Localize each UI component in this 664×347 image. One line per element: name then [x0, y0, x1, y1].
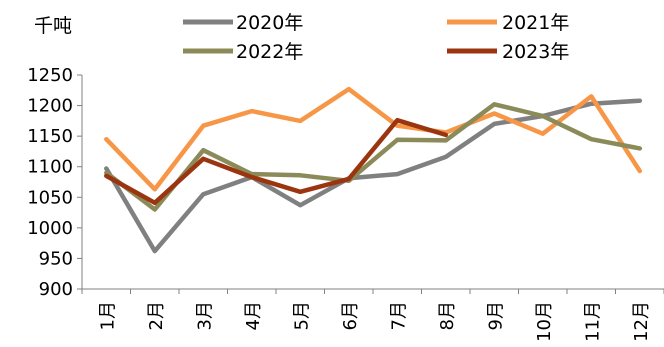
series-2020年 [104, 98, 643, 254]
legend: 2020年 2021年 2022年 2023年 [183, 12, 569, 63]
x-tick-label: 3月 [194, 301, 215, 330]
series-2023年 [104, 117, 449, 206]
series-2022年 [104, 102, 643, 212]
x-tick-label: 9月 [485, 301, 506, 330]
series-line [104, 86, 643, 192]
y-tick-label: 1000 [27, 218, 73, 239]
series-line [104, 102, 643, 212]
x-tick-label: 11月 [582, 301, 603, 342]
x-tick-label: 6月 [340, 301, 361, 330]
y-tick-label: 950 [39, 248, 73, 269]
x-tick-label: 1月 [97, 301, 118, 330]
legend-label-2022: 2022年 [236, 41, 303, 63]
y-tick-label: 1150 [27, 126, 73, 147]
y-tick-label: 1100 [27, 157, 73, 178]
x-tick-label: 4月 [243, 301, 264, 330]
y-unit-label: 千吨 [34, 15, 72, 37]
series-layer [104, 86, 643, 254]
x-tick-label: 7月 [388, 301, 409, 330]
y-tick-label: 900 [39, 279, 73, 300]
x-tick-label: 12月 [631, 301, 652, 342]
legend-item-2022: 2022年 [183, 41, 303, 63]
y-tick-label: 1250 [27, 65, 73, 86]
y-tick-label: 1050 [27, 187, 73, 208]
legend-item-2020: 2020年 [183, 12, 303, 34]
legend-label-2023: 2023年 [502, 41, 569, 63]
x-tick-label: 5月 [291, 301, 312, 330]
x-tick-label: 10月 [534, 301, 555, 342]
legend-item-2023: 2023年 [447, 41, 569, 63]
legend-item-2021: 2021年 [447, 12, 569, 34]
legend-label-2020: 2020年 [236, 12, 303, 34]
series-line [104, 98, 643, 254]
x-tick-label: 2月 [146, 301, 167, 330]
axes: 1250 1200 1150 1100 1050 1000 950 900 1月 2月 3月 4月 5月… [27, 65, 664, 342]
x-tick-label: 8月 [437, 301, 458, 330]
series-2021年 [104, 86, 643, 192]
y-tick-label: 1200 [27, 96, 73, 117]
legend-label-2021: 2021年 [502, 12, 569, 34]
series-line [104, 117, 449, 206]
